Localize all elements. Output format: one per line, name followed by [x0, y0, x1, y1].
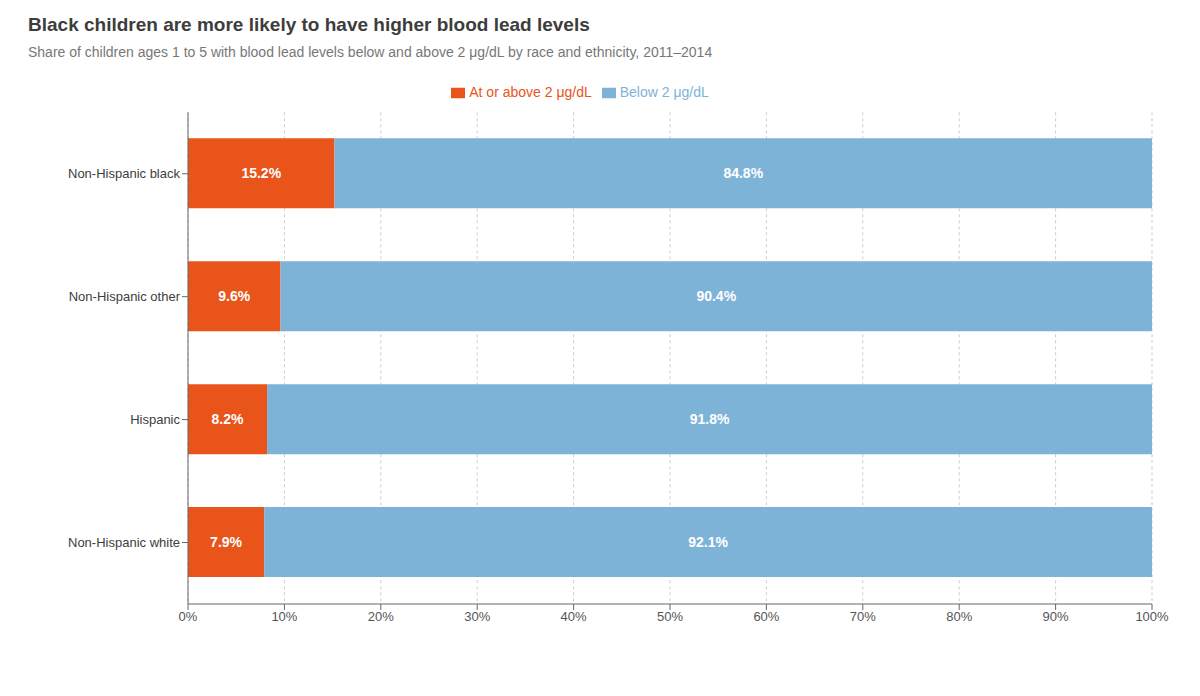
svg-text:8.2%: 8.2%: [212, 411, 244, 427]
svg-text:Non-Hispanic other: Non-Hispanic other: [69, 289, 181, 304]
html-text:Below 2 μg/dL: Below 2 μg/dL: [619, 84, 709, 100]
svg-text:Non-Hispanic white: Non-Hispanic white: [68, 535, 180, 550]
svg-text:20%: 20%: [368, 609, 394, 624]
svg-text:91.8%: 91.8%: [690, 411, 730, 427]
html-text:At or above 2 μg/dL: At or above 2 μg/dL: [469, 84, 592, 100]
svg-text:92.1%: 92.1%: [688, 534, 728, 550]
svg-text:30%: 30%: [464, 609, 490, 624]
svg-text:40%: 40%: [561, 609, 587, 624]
svg-text:7.9%: 7.9%: [210, 534, 242, 550]
svg-text:9.6%: 9.6%: [218, 288, 250, 304]
svg-text:60%: 60%: [753, 609, 779, 624]
svg-text:Non-Hispanic black: Non-Hispanic black: [68, 166, 180, 181]
svg-text:70%: 70%: [850, 609, 876, 624]
svg-text:10%: 10%: [271, 609, 297, 624]
svg-text:0%: 0%: [179, 609, 198, 624]
svg-text:80%: 80%: [946, 609, 972, 624]
svg-text:84.8%: 84.8%: [723, 165, 763, 181]
svg-text:90.4%: 90.4%: [696, 288, 736, 304]
svg-text:90%: 90%: [1043, 609, 1069, 624]
svg-text:Hispanic: Hispanic: [130, 412, 180, 427]
svg-text:100%: 100%: [1135, 609, 1169, 624]
svg-text:50%: 50%: [657, 609, 683, 624]
svg-text:15.2%: 15.2%: [241, 165, 281, 181]
html-text:Share of children ages 1 to 5: Share of children ages 1 to 5 with blood…: [28, 44, 713, 60]
html-text:Black children are more likely: Black children are more likely to have h…: [28, 14, 590, 35]
